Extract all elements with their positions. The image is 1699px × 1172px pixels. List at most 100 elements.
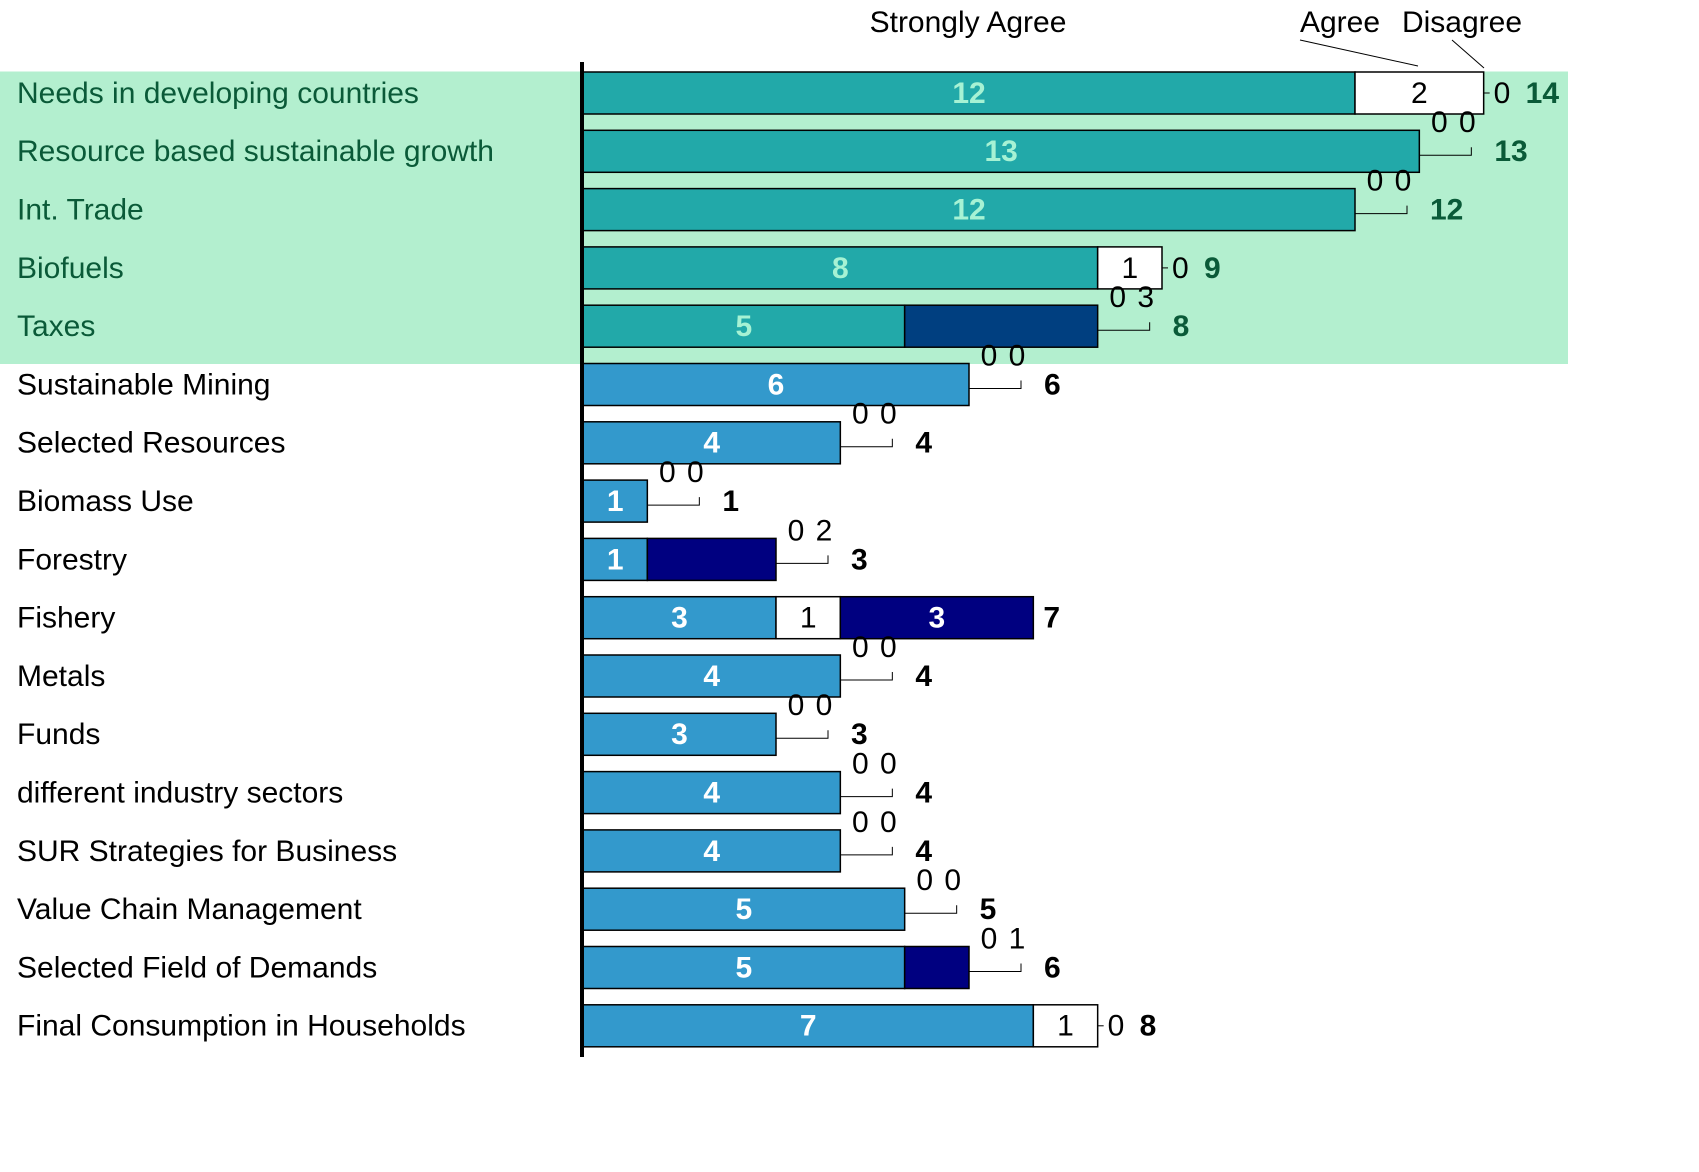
- leader-line: [1097, 322, 1151, 331]
- data-label: 0: [944, 864, 961, 897]
- bar-segment: [582, 654, 842, 698]
- legend-label: Disagree: [1402, 6, 1522, 39]
- category-label: SUR Strategies for Business: [17, 835, 397, 868]
- data-label: 0: [880, 398, 897, 431]
- data-label: 0: [852, 806, 869, 839]
- data-label: 0: [687, 456, 704, 489]
- bar-segment: [582, 129, 1421, 174]
- total-label: 1: [722, 485, 739, 518]
- total-label: 6: [1044, 951, 1061, 984]
- leader-line: [969, 963, 1022, 972]
- data-label: 1: [800, 602, 817, 635]
- data-label: 1: [607, 543, 624, 576]
- category-label: Biofuels: [17, 252, 124, 285]
- data-label: 0: [1009, 339, 1026, 372]
- data-label: 4: [703, 777, 720, 810]
- leader-line: [1419, 147, 1472, 156]
- data-label: 0: [880, 748, 897, 781]
- bar-segment: [582, 1004, 1035, 1048]
- leader-line: [647, 497, 700, 506]
- category-label: Metals: [17, 660, 105, 693]
- data-label: 5: [735, 310, 752, 343]
- data-label: 6: [768, 368, 785, 401]
- total-label: 4: [915, 427, 932, 460]
- data-label: 1: [1057, 1010, 1074, 1043]
- data-label: 3: [1137, 281, 1154, 314]
- total-label: 6: [1044, 368, 1061, 401]
- data-label: 0: [981, 339, 998, 372]
- data-label: 3: [671, 602, 688, 635]
- category-label: Selected Resources: [17, 427, 285, 460]
- total-label: 4: [915, 660, 932, 693]
- category-label: Funds: [17, 718, 100, 751]
- leader-line: [840, 672, 893, 681]
- category-label: Value Chain Management: [17, 893, 362, 926]
- data-label: 0: [1494, 77, 1511, 110]
- category-label: Sustainable Mining: [17, 368, 271, 401]
- data-label: 0: [816, 689, 833, 722]
- total-label: 3: [851, 718, 868, 751]
- legend-leader: [1451, 39, 1485, 69]
- bar-segment: [582, 829, 842, 873]
- leader-line: [840, 788, 893, 798]
- data-label: 0: [916, 864, 933, 897]
- data-label: 0: [1395, 165, 1412, 198]
- data-label: 0: [788, 689, 805, 722]
- bar-segment: [903, 304, 1099, 348]
- data-label: 4: [703, 835, 720, 868]
- bar-segment: [1032, 1004, 1099, 1048]
- total-label: 8: [1173, 310, 1190, 343]
- legend-label: Strongly Agree: [870, 6, 1067, 39]
- legend-label: Agree: [1300, 6, 1380, 39]
- bar-segment: [582, 479, 649, 523]
- total-label: 3: [851, 543, 868, 576]
- leader-line: [776, 555, 829, 564]
- total-label: 8: [1140, 1010, 1157, 1043]
- data-label: 2: [816, 514, 833, 547]
- data-label: 4: [703, 427, 720, 460]
- data-label: 8: [832, 252, 849, 285]
- total-label: 5: [980, 893, 997, 926]
- leader-line: [776, 730, 829, 739]
- category-label: different industry sectors: [17, 777, 343, 810]
- bar-segment: [582, 770, 842, 815]
- total-label: 13: [1494, 135, 1527, 168]
- data-label: 1: [1009, 922, 1026, 955]
- data-label: 0: [981, 922, 998, 955]
- bar-segment: [903, 945, 970, 990]
- data-label: 5: [735, 951, 752, 984]
- bar-segment: [582, 887, 906, 931]
- bar-segment: [839, 595, 1035, 640]
- data-label: 13: [984, 135, 1017, 168]
- total-label: 7: [1043, 602, 1060, 635]
- bar-segment: [582, 537, 649, 582]
- data-label: 3: [671, 718, 688, 751]
- data-label: 3: [928, 602, 945, 635]
- category-label: Biomass Use: [17, 485, 194, 518]
- data-label: 5: [735, 893, 752, 926]
- bar-segment: [582, 945, 906, 990]
- category-label: Selected Field of Demands: [17, 951, 377, 984]
- leader-line: [969, 380, 1022, 389]
- data-label: 0: [852, 748, 869, 781]
- bar-segment: [582, 246, 1099, 290]
- category-label: Final Consumption in Households: [17, 1010, 466, 1043]
- category-label: Fishery: [17, 602, 115, 635]
- data-label: 0: [659, 456, 676, 489]
- leader-line: [1355, 205, 1408, 215]
- data-label: 0: [852, 631, 869, 664]
- bar-segment: [1354, 71, 1485, 115]
- data-label: 0: [1108, 1010, 1125, 1043]
- data-label: 12: [952, 77, 985, 110]
- data-label: 1: [607, 485, 624, 518]
- data-label: 0: [1459, 106, 1476, 139]
- data-label: 0: [1109, 281, 1126, 314]
- leader-line: [840, 438, 893, 448]
- category-label: Taxes: [17, 310, 95, 343]
- total-label: 12: [1430, 194, 1463, 227]
- total-label: 14: [1526, 77, 1560, 110]
- leader-line: [840, 846, 893, 856]
- data-label: 0: [788, 514, 805, 547]
- data-label: 2: [1411, 77, 1428, 110]
